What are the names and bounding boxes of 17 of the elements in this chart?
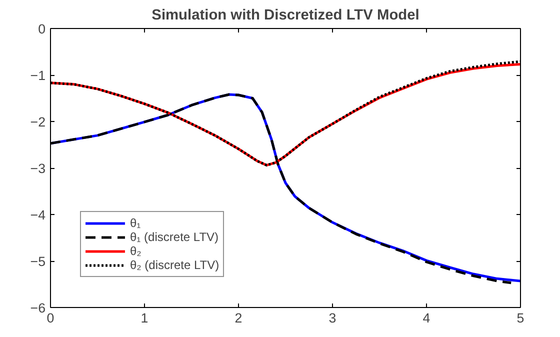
legend-label: θ₂ (discrete LTV) xyxy=(130,258,220,272)
x-tick-label: 5 xyxy=(516,310,524,326)
x-tick-label: 2 xyxy=(234,310,242,326)
y-tick-label: −3 xyxy=(30,161,46,176)
x-tick-label: 1 xyxy=(140,310,148,326)
chart-title: Simulation with Discretized LTV Model xyxy=(152,8,420,24)
legend-label: θ₂ xyxy=(130,244,142,258)
y-tick-label: −4 xyxy=(30,208,46,222)
y-tick-label: −6 xyxy=(30,300,46,316)
y-tick-label: −2 xyxy=(30,114,46,130)
x-tick-label: 4 xyxy=(422,310,431,326)
legend-label: θ₁ xyxy=(130,216,142,230)
legend-label: θ₁ (discrete LTV) xyxy=(130,230,219,244)
y-tick-label: −5 xyxy=(30,254,46,269)
y-tick-label: −1 xyxy=(30,68,46,83)
x-tick-label: 3 xyxy=(328,310,336,326)
y-tick-label: 0 xyxy=(38,22,46,36)
